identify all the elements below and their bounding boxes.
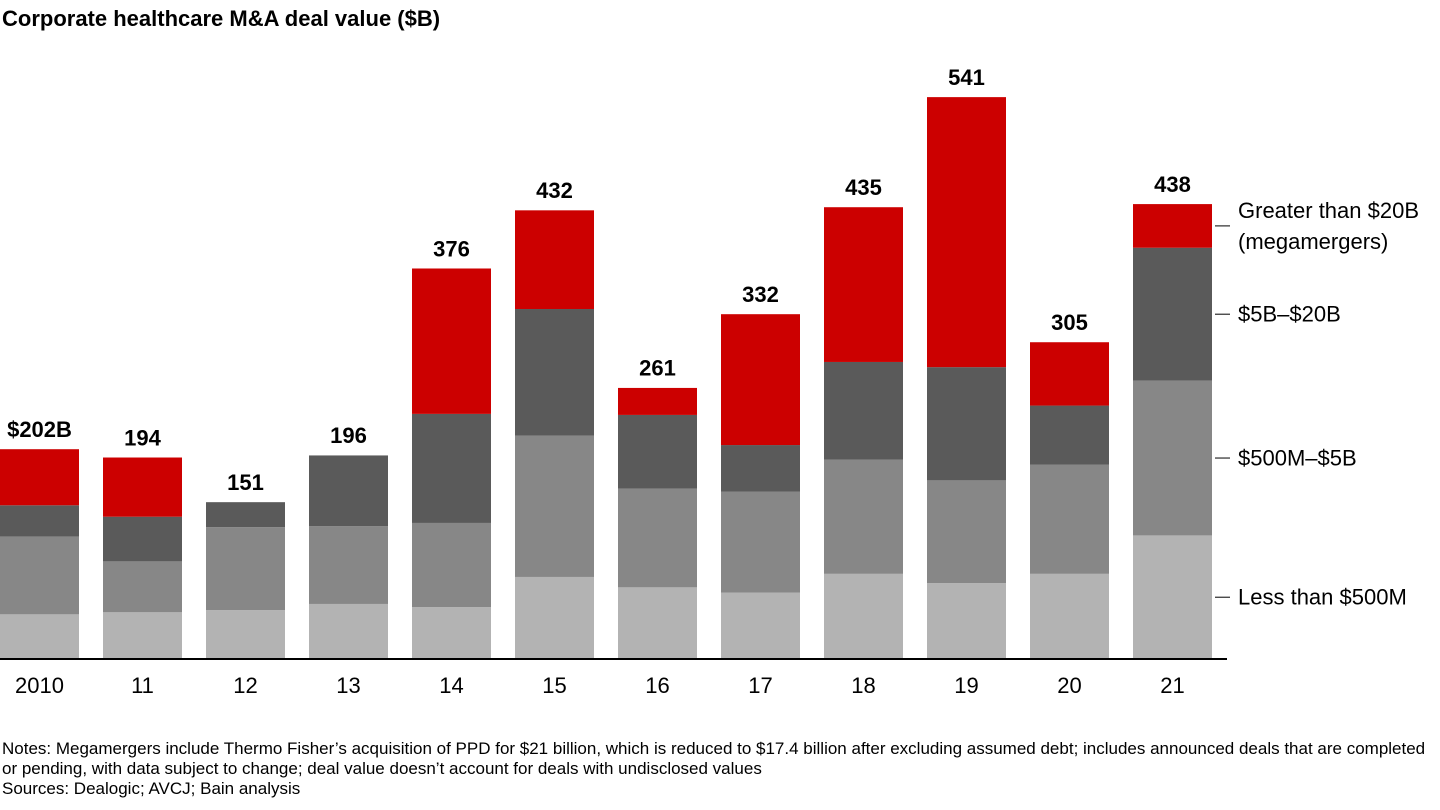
bar-segment xyxy=(1030,342,1109,406)
bar-segment xyxy=(1030,405,1109,465)
x-tick-label: 18 xyxy=(851,673,875,698)
bar-segment xyxy=(309,603,388,659)
x-tick-label: 16 xyxy=(645,673,669,698)
bar-segment xyxy=(0,505,79,537)
bar-segment xyxy=(824,361,903,460)
bar-segment xyxy=(103,612,182,659)
bar-segment xyxy=(412,268,491,414)
bar-segment xyxy=(103,516,182,562)
bar-segment xyxy=(1133,535,1212,659)
notes-block: Notes: Megamergers include Thermo Fisher… xyxy=(2,739,1438,799)
bar-segment xyxy=(412,413,491,523)
legend-label: Greater than $20B (megamergers) xyxy=(1238,197,1420,254)
total-label: 541 xyxy=(948,65,985,90)
bar-segment xyxy=(412,607,491,659)
bar-segment xyxy=(721,314,800,446)
bar-segment xyxy=(824,573,903,659)
bar-segment xyxy=(0,536,79,615)
bar-segment xyxy=(618,488,697,588)
total-label: 432 xyxy=(536,178,573,203)
bar-segment xyxy=(1030,573,1109,659)
bar-segment xyxy=(1133,204,1212,248)
bar-segment xyxy=(927,480,1006,584)
total-label: 435 xyxy=(845,175,882,200)
bar-segment xyxy=(618,587,697,659)
bar-segment xyxy=(927,583,1006,659)
sources: Sources: Dealogic; AVCJ; Bain analysis xyxy=(2,779,301,798)
bar-segment xyxy=(618,414,697,489)
bar-segment xyxy=(721,592,800,659)
x-tick-label: 21 xyxy=(1160,673,1184,698)
bar-segment xyxy=(1133,247,1212,381)
total-label: 261 xyxy=(639,356,676,381)
bar-segment xyxy=(103,457,182,517)
legend-label: Less than $500M xyxy=(1238,584,1407,610)
bar-segment xyxy=(103,561,182,613)
total-label: 332 xyxy=(742,282,779,307)
bar-segment xyxy=(824,459,903,574)
bar-segment xyxy=(515,308,594,436)
total-label: 438 xyxy=(1154,172,1191,197)
x-tick-label: 2010 xyxy=(15,673,64,698)
bar-segment xyxy=(515,576,594,659)
bar-segment xyxy=(927,97,1006,368)
legend-label: $500M–$5B xyxy=(1238,445,1357,471)
legend-label: $5B–$20B xyxy=(1238,301,1341,327)
bar-segment xyxy=(824,207,903,362)
x-tick-label: 11 xyxy=(131,673,154,698)
bar-segment xyxy=(515,435,594,577)
bar-segment xyxy=(1133,380,1212,536)
x-tick-label: 15 xyxy=(542,673,566,698)
bar-segment xyxy=(927,367,1006,481)
x-tick-label: 20 xyxy=(1057,673,1081,698)
bar-segment xyxy=(206,502,285,528)
bar-segment xyxy=(206,610,285,659)
bar-segment xyxy=(0,614,79,659)
bar-segment xyxy=(515,210,594,309)
bar-segment xyxy=(309,526,388,604)
bar-segment xyxy=(412,522,491,608)
total-label: 151 xyxy=(227,470,264,495)
x-tick-label: 19 xyxy=(954,673,978,698)
total-label: 305 xyxy=(1051,310,1088,335)
bar-segment xyxy=(309,455,388,527)
bar-segment xyxy=(0,449,79,506)
x-tick-label: 13 xyxy=(336,673,360,698)
bar-segment xyxy=(1030,464,1109,574)
chart-title: Corporate healthcare M&A deal value ($B) xyxy=(2,6,440,31)
x-tick-label: 12 xyxy=(233,673,257,698)
bar-segment xyxy=(721,445,800,492)
total-label: $202B xyxy=(7,417,72,442)
total-label: 376 xyxy=(433,236,470,261)
bar-segment xyxy=(206,527,285,611)
bar-segment xyxy=(618,387,697,415)
total-label: 194 xyxy=(124,425,161,450)
x-tick-label: 17 xyxy=(748,673,772,698)
x-tick-label: 14 xyxy=(439,673,463,698)
total-label: 196 xyxy=(330,423,367,448)
bar-segment xyxy=(721,491,800,593)
notes: Notes: Megamergers include Thermo Fisher… xyxy=(2,739,1426,778)
